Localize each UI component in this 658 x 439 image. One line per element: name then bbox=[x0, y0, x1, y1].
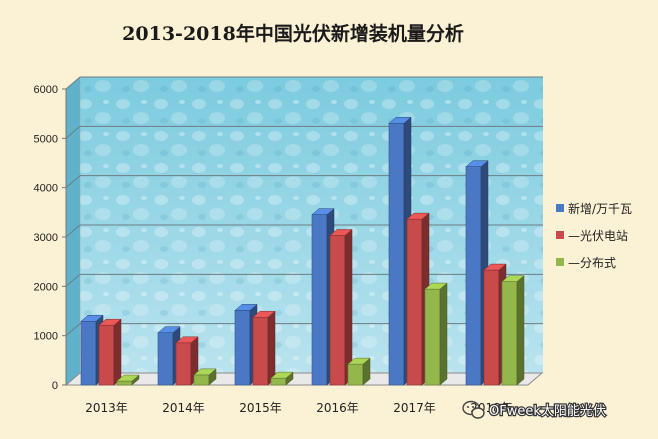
legend-label: —分布式 bbox=[568, 256, 616, 270]
y-tick-label: 5000 bbox=[34, 133, 58, 145]
bar bbox=[501, 275, 525, 386]
legend: 新增/万千瓦 —光伏电站 —分布式 bbox=[556, 201, 632, 270]
watermark: OFweek太阳能光伏 bbox=[462, 400, 607, 420]
bar bbox=[193, 368, 217, 386]
y-axis: 0 1000 2000 3000 4000 5000 6000 bbox=[34, 84, 67, 392]
legend-label: 新增/万千瓦 bbox=[568, 201, 632, 216]
legend-swatch bbox=[556, 258, 564, 266]
gridline-side bbox=[65, 76, 81, 90]
gridline-side bbox=[65, 125, 81, 139]
gridline-side bbox=[65, 323, 81, 337]
bar bbox=[424, 282, 448, 386]
gridline-side bbox=[65, 273, 81, 287]
bar bbox=[252, 310, 276, 386]
watermark-text: OFweek太阳能光伏 bbox=[489, 404, 606, 419]
y-tick-label: 2000 bbox=[34, 281, 58, 293]
bar bbox=[270, 371, 294, 386]
y-tick-label: 4000 bbox=[34, 183, 58, 195]
x-tick-label: 2014年 bbox=[162, 401, 205, 415]
x-axis: 2013年 2014年 2015年 2016年 2017年 2018年 bbox=[85, 401, 513, 415]
y-tick-label: 3000 bbox=[34, 232, 58, 244]
legend-swatch bbox=[556, 204, 564, 212]
chart-title: 2013-2018年中国光伏新增装机量分析 bbox=[122, 22, 464, 45]
bars bbox=[80, 116, 525, 386]
legend-swatch bbox=[556, 231, 564, 239]
bar bbox=[98, 318, 122, 386]
y-tick-label: 6000 bbox=[34, 84, 58, 96]
bar bbox=[406, 212, 430, 386]
bar bbox=[116, 374, 140, 386]
bar bbox=[347, 357, 371, 386]
x-tick-label: 2016年 bbox=[316, 401, 359, 415]
gridline-side bbox=[65, 224, 81, 238]
wechat-icon bbox=[462, 400, 485, 419]
gridline-side bbox=[65, 175, 81, 189]
x-tick-label: 2017年 bbox=[393, 401, 436, 415]
x-tick-label: 2013年 bbox=[85, 401, 128, 415]
y-tick-label: 1000 bbox=[34, 331, 58, 343]
x-tick-label: 2015年 bbox=[239, 401, 282, 415]
legend-label: —光伏电站 bbox=[568, 229, 628, 243]
bar bbox=[175, 336, 199, 386]
y-tick-label: 0 bbox=[52, 380, 58, 392]
bar bbox=[329, 228, 353, 386]
